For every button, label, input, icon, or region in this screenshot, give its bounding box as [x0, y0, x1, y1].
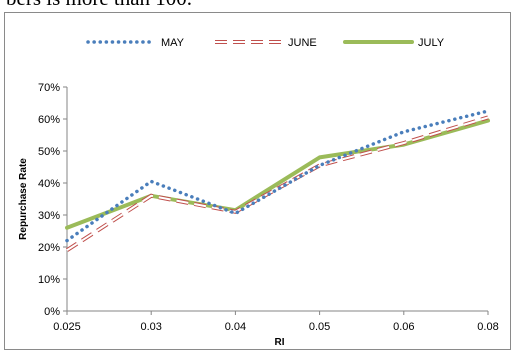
x-tick-label: 0.05 — [309, 321, 330, 333]
chart-axes: 0% 10% 20% 30% 40% 50% 60% 70% 0.025 0.03 0.04 0.05… — [38, 82, 499, 333]
legend-item-june: JUNE — [215, 37, 317, 49]
x-tick-label: 0.08 — [477, 321, 498, 333]
series-layer — [65, 109, 490, 252]
clipped-caption-text: bers is more than 100. — [6, 0, 192, 9]
legend-label: JUNE — [288, 37, 317, 49]
x-tick-label: 0.04 — [225, 321, 246, 333]
y-axis-title: Repurchase Rate — [18, 158, 29, 240]
legend-item-july: JULY — [343, 37, 445, 49]
series-line-may — [65, 109, 490, 243]
chart-frame — [4, 12, 511, 350]
x-axis-title: RI — [275, 337, 285, 348]
series-line-inner-june — [66, 116, 489, 252]
legend-label: JULY — [418, 37, 445, 49]
y-tick-label: 10% — [38, 274, 60, 286]
y-tick-label: 70% — [38, 82, 60, 94]
y-tick-label: 0% — [44, 306, 60, 318]
y-tick-label: 40% — [38, 178, 60, 190]
legend-item-may: MAY — [86, 37, 185, 49]
y-tick-label: 30% — [38, 210, 60, 222]
y-tick-label: 20% — [38, 242, 60, 254]
x-tick-label: 0.06 — [393, 321, 414, 333]
y-tick-label: 60% — [38, 114, 60, 126]
legend-label: MAY — [161, 37, 185, 49]
x-tick-label: 0.025 — [53, 321, 81, 333]
chart-legend: MAY JUNE JULY — [86, 37, 445, 49]
y-tick-label: 50% — [38, 146, 60, 158]
series-june — [65, 115, 489, 252]
series-may — [65, 109, 490, 243]
x-tick-label: 0.03 — [140, 321, 161, 333]
